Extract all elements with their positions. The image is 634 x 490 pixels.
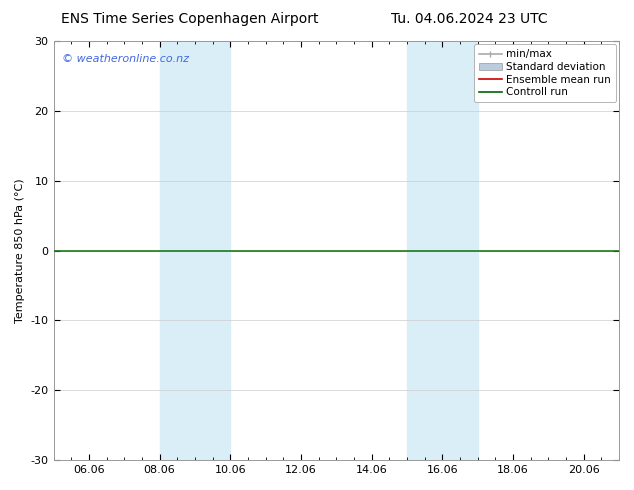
Text: © weatheronline.co.nz: © weatheronline.co.nz <box>62 53 189 64</box>
Bar <box>160 41 230 460</box>
Legend: min/max, Standard deviation, Ensemble mean run, Controll run: min/max, Standard deviation, Ensemble me… <box>474 44 616 102</box>
Y-axis label: Temperature 850 hPa (°C): Temperature 850 hPa (°C) <box>15 178 25 323</box>
Bar <box>407 41 477 460</box>
Text: ENS Time Series Copenhagen Airport: ENS Time Series Copenhagen Airport <box>61 12 319 26</box>
Text: Tu. 04.06.2024 23 UTC: Tu. 04.06.2024 23 UTC <box>391 12 548 26</box>
